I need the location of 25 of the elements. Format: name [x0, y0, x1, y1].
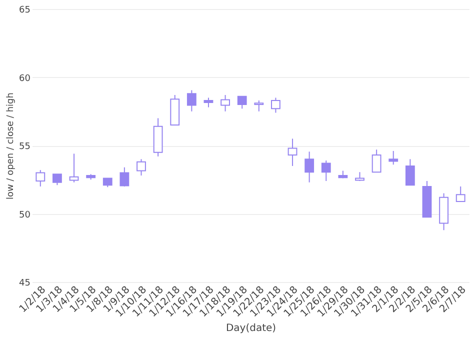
candlestick	[69, 153, 79, 183]
y-tick-label: 65	[19, 6, 30, 16]
candlestick	[304, 151, 314, 183]
candlestick	[186, 90, 196, 112]
candlestick	[120, 166, 130, 187]
y-tick-label: 60	[19, 74, 31, 84]
candlestick	[388, 150, 398, 166]
y-tick-label: 55	[19, 142, 30, 152]
candlestick	[36, 170, 46, 187]
candlestick	[254, 100, 264, 112]
y-tick-label: 50	[19, 210, 31, 220]
candlestick	[405, 158, 415, 186]
candlestick	[237, 96, 247, 110]
y-axis-title: low / open / close / high	[6, 92, 16, 200]
x-axis-title: Day(date)	[226, 322, 276, 334]
y-tick-label: 45	[19, 278, 30, 288]
candlestick	[271, 97, 280, 114]
candlestick	[52, 174, 62, 186]
candlestick	[372, 149, 382, 173]
candlestick	[456, 186, 466, 202]
candlestick	[288, 138, 298, 166]
candlestick	[220, 94, 230, 112]
candlestick	[136, 158, 146, 176]
candlestick	[204, 97, 214, 108]
candlestick	[321, 160, 331, 182]
